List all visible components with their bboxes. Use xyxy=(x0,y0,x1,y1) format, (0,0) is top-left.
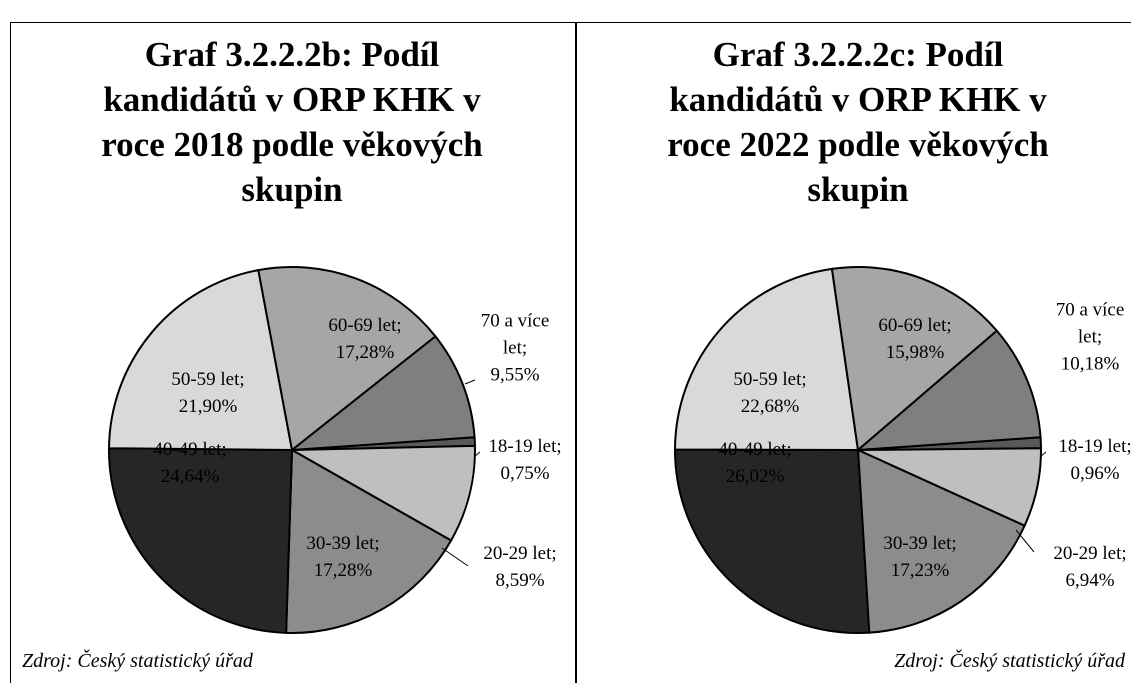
data-label: 70 a více let; 10,18% xyxy=(1055,297,1125,378)
separator: ; xyxy=(801,369,807,390)
leader-line xyxy=(1039,451,1047,458)
value-label: 9,55% xyxy=(490,364,540,386)
separator: ; xyxy=(221,439,227,460)
separator: ; xyxy=(1121,543,1127,564)
source-text: Zdroj: Český statistický úřad xyxy=(22,650,253,672)
title-text: Graf 3.2.2.2c: Podíl kandidátů v ORP KHK… xyxy=(667,35,1049,209)
value-label: 26,02% xyxy=(725,466,785,487)
separator: ; xyxy=(521,337,528,359)
data-label: 50-59 let; 21,90% xyxy=(153,366,263,420)
separator: ; xyxy=(239,369,245,390)
pie-slice xyxy=(674,448,871,634)
separator: ; xyxy=(396,315,402,336)
pie-slice xyxy=(830,266,999,452)
data-label: 60-69 let; 17,28% xyxy=(310,312,420,366)
source-text: Zdroj: Český statistický úřad xyxy=(894,650,1125,672)
value-label: 22,68% xyxy=(740,396,800,417)
data-label: 30-39 let; 17,23% xyxy=(865,530,975,584)
category-name: 70 a více let xyxy=(1055,299,1125,348)
value-label: 8,59% xyxy=(495,570,545,591)
pie-slice xyxy=(285,448,453,634)
panel xyxy=(575,22,1131,683)
pie-slice xyxy=(673,267,860,452)
separator: ; xyxy=(551,543,557,564)
title-text: Graf 3.2.2.2b: Podíl kandidátů v ORP KHK… xyxy=(101,35,483,209)
separator: ; xyxy=(951,533,957,554)
data-label: 18-19 let; 0,96% xyxy=(1040,433,1131,487)
category-name: 18-19 let xyxy=(1058,436,1127,457)
category-name: 70 a více let xyxy=(480,310,550,359)
value-label: 6,94% xyxy=(1065,570,1115,591)
separator: ; xyxy=(556,436,562,457)
separator: ; xyxy=(946,315,952,336)
value-label: 21,90% xyxy=(178,396,238,417)
leader-line xyxy=(473,451,481,458)
pie-slice xyxy=(107,268,294,452)
source: Zdroj: Český statistický úřad xyxy=(22,650,253,673)
category-name: 50-59 let xyxy=(733,369,802,390)
data-label: 30-39 let; 17,28% xyxy=(288,530,398,584)
data-label: 70 a více let; 9,55% xyxy=(480,308,550,389)
category-name: 20-29 let xyxy=(483,543,552,564)
data-label: 40-49 let; 24,64% xyxy=(135,436,245,490)
chart-title: Graf 3.2.2.2b: Podíl kandidátů v ORP KHK… xyxy=(82,32,502,212)
leader-line xyxy=(441,547,469,567)
pie-slice xyxy=(288,334,476,452)
value-label: 17,23% xyxy=(890,560,950,581)
category-name: 30-39 let xyxy=(306,533,375,554)
separator: ; xyxy=(374,533,380,554)
category-name: 30-39 let xyxy=(883,533,952,554)
pie-slice xyxy=(288,444,476,542)
value-label: 0,75% xyxy=(500,463,550,484)
source: Zdroj: Český statistický úřad xyxy=(894,650,1125,673)
category-name: 40-49 let xyxy=(153,439,222,460)
data-label: 60-69 let; 15,98% xyxy=(860,312,970,366)
value-label: 24,64% xyxy=(160,466,220,487)
pie-slice xyxy=(856,448,1026,634)
category-name: 20-29 let xyxy=(1053,543,1122,564)
data-label: 18-19 let; 0,75% xyxy=(470,433,580,487)
value-label: 17,28% xyxy=(313,560,373,581)
category-name: 40-49 let xyxy=(718,439,787,460)
data-label: 40-49 let; 26,02% xyxy=(700,436,810,490)
data-label: 20-29 let; 6,94% xyxy=(1035,540,1131,594)
value-label: 15,98% xyxy=(885,342,945,363)
category-name: 50-59 let xyxy=(171,369,240,390)
pie-slice xyxy=(257,266,437,452)
separator: ; xyxy=(1126,436,1131,457)
data-label: 50-59 let; 22,68% xyxy=(715,366,825,420)
pie-slice xyxy=(855,329,1042,452)
category-name: 60-69 let xyxy=(328,315,397,336)
data-label: 20-29 let; 8,59% xyxy=(465,540,575,594)
value-label: 10,18% xyxy=(1060,353,1120,375)
category-name: 18-19 let xyxy=(488,436,557,457)
separator: ; xyxy=(1096,326,1103,348)
leader-line xyxy=(1015,529,1035,553)
leader-line xyxy=(464,379,476,385)
pie-slice xyxy=(108,447,294,634)
value-label: 17,28% xyxy=(335,342,395,363)
panel xyxy=(10,22,577,683)
value-label: 0,96% xyxy=(1070,463,1120,484)
chart-title: Graf 3.2.2.2c: Podíl kandidátů v ORP KHK… xyxy=(648,32,1068,212)
separator: ; xyxy=(786,439,792,460)
category-name: 60-69 let xyxy=(878,315,947,336)
